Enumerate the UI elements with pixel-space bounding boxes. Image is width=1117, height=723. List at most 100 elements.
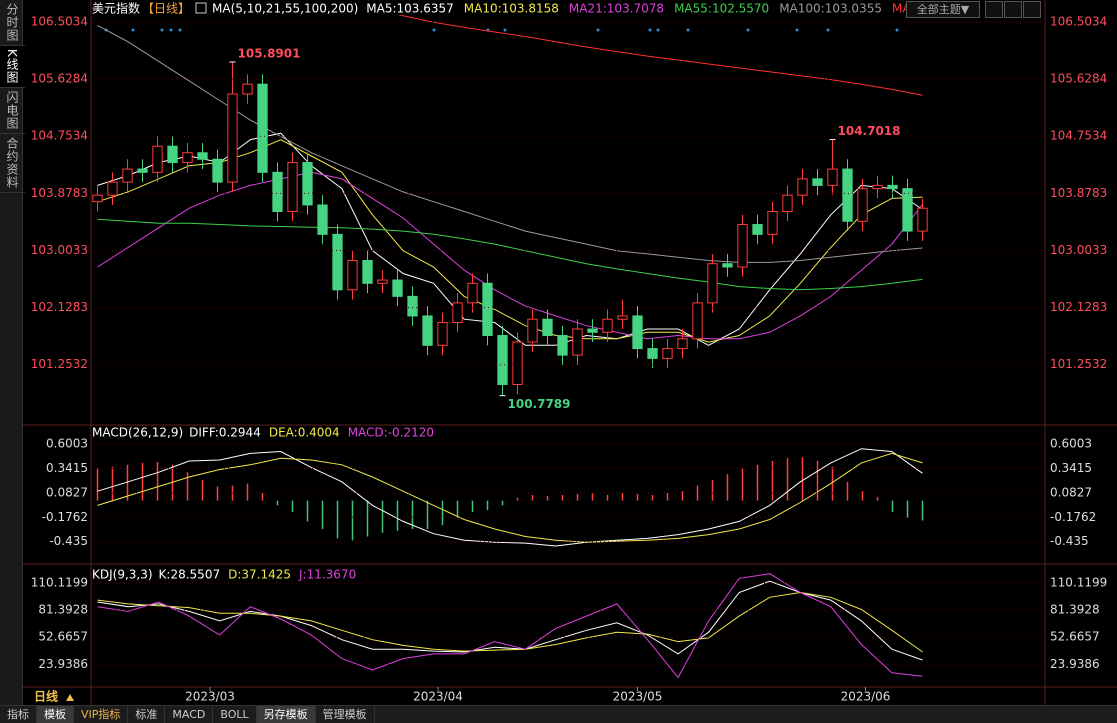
side-tab[interactable]: 合约资料 [0, 134, 25, 193]
plot [92, 15, 928, 396]
candle-body [437, 321, 448, 346]
y-tick-label: 105.6284 [1050, 72, 1107, 86]
candle-body [137, 168, 148, 173]
candle-body [752, 224, 763, 235]
theme-dropdown[interactable]: 全部主题▼ [906, 1, 980, 18]
tab[interactable]: 指标 [0, 706, 37, 723]
y-tick-label: 101.2532 [1050, 357, 1107, 371]
y-tick-label: 0.0827 [46, 485, 88, 499]
candle-body [737, 224, 748, 268]
indicator-line [97, 452, 923, 543]
y-tick-label: 0.6003 [1050, 436, 1092, 450]
candle-body [887, 184, 898, 190]
y-tick-label: 106.5034 [31, 14, 88, 28]
candle-body [872, 184, 883, 190]
y-tick-label: 101.2532 [31, 357, 88, 371]
window-button[interactable] [985, 1, 1003, 18]
candle-body [557, 335, 568, 356]
candle-body [452, 302, 463, 323]
candle-body [782, 194, 793, 212]
y-tick-label: 0.6003 [46, 436, 88, 450]
bottom-tabs: 指标 模板 VIP指标 标准 MACD BOLL 另存模板 管理模板 [0, 705, 1117, 723]
candle-body [527, 318, 538, 343]
legend-label: J:11.3670 [298, 568, 356, 582]
candle-body [122, 168, 133, 183]
candle-body [407, 295, 418, 317]
legend-label: DEA:0.4004 [269, 426, 340, 440]
candle-body [542, 318, 553, 337]
candle-body [167, 145, 178, 164]
candle-body [662, 348, 673, 359]
candle-body [602, 318, 613, 333]
side-tab[interactable]: 分时图 [0, 0, 25, 46]
x-tick-label: 2023/06 [841, 690, 891, 704]
tab[interactable]: 标准 [128, 706, 166, 723]
x-tick-label: 2023/05 [613, 690, 663, 704]
candle-body [422, 315, 433, 346]
indicator-line [97, 580, 923, 661]
y-tick-label: 110.1199 [1050, 575, 1107, 589]
plot [96, 448, 924, 547]
legend-label: MA10:103.8158 [464, 2, 559, 16]
candle-body [677, 338, 688, 350]
extreme-label: 100.7789 [508, 397, 571, 411]
legend-label: D:37.1425 [228, 568, 291, 582]
indicator-line [97, 218, 923, 291]
candle-body [572, 328, 583, 356]
indicator-line [97, 24, 923, 263]
y-tick-label: -0.435 [49, 534, 88, 548]
candle-body [377, 279, 388, 284]
candle-body [182, 152, 193, 164]
window-button[interactable] [1004, 1, 1022, 18]
extreme-label: 105.8901 [238, 46, 301, 60]
indicator-line [97, 171, 923, 340]
candle-body [242, 83, 253, 95]
candle-body [257, 83, 268, 173]
legend-label: MA100:103.0355 [779, 2, 882, 16]
candle-body [287, 162, 298, 212]
tab[interactable]: 另存模板 [256, 706, 316, 723]
candle-body [902, 188, 913, 232]
y-tick-label: 103.8783 [1050, 186, 1107, 200]
candle-body [482, 282, 493, 337]
tab[interactable]: VIP指标 [74, 706, 129, 723]
tab[interactable]: 模板 [37, 706, 74, 723]
y-tick-label: -0.435 [1050, 534, 1089, 548]
candle-body [647, 348, 658, 359]
candle-body [842, 168, 853, 222]
tab[interactable]: MACD [165, 706, 214, 723]
y-tick-label: 102.1283 [1050, 300, 1107, 314]
ma-icon [195, 2, 207, 14]
candle-body [707, 263, 718, 304]
candle-body [632, 315, 643, 350]
candle-body [467, 282, 478, 304]
legend-label: MACD(26,12,9) [92, 426, 183, 440]
side-tab[interactable]: 闪电图 [0, 88, 25, 134]
candle-body [92, 194, 103, 203]
tab[interactable]: 管理模板 [316, 706, 375, 723]
y-tick-label: 103.0033 [1050, 243, 1107, 257]
y-tick-label: 0.3415 [46, 461, 88, 475]
candle-body [107, 181, 118, 196]
y-tick-label: 103.8783 [31, 186, 88, 200]
y-tick-label: 105.6284 [31, 72, 88, 86]
y-tick-label: 0.0827 [1050, 485, 1092, 499]
tab[interactable]: BOLL [213, 706, 257, 723]
period-label: 日线 [34, 689, 58, 704]
y-tick-label: 81.3928 [38, 603, 88, 617]
side-tab[interactable]: K线图 [0, 46, 25, 88]
legend-label: MA(5,10,21,55,100,200) [212, 2, 358, 16]
extreme-label: 104.7018 [838, 124, 901, 138]
y-tick-label: 103.0033 [31, 243, 88, 257]
y-tick-label: 104.7534 [1050, 129, 1107, 143]
candle-body [917, 207, 928, 232]
period-arrow[interactable] [66, 694, 74, 701]
window-button[interactable] [1023, 1, 1041, 18]
legend-label: MACD:-0.2120 [348, 426, 434, 440]
indicator-line [97, 591, 923, 653]
legend-label: 【日线】 [142, 2, 190, 16]
candle-body [302, 162, 313, 206]
y-tick-label: 106.5034 [1050, 14, 1107, 28]
